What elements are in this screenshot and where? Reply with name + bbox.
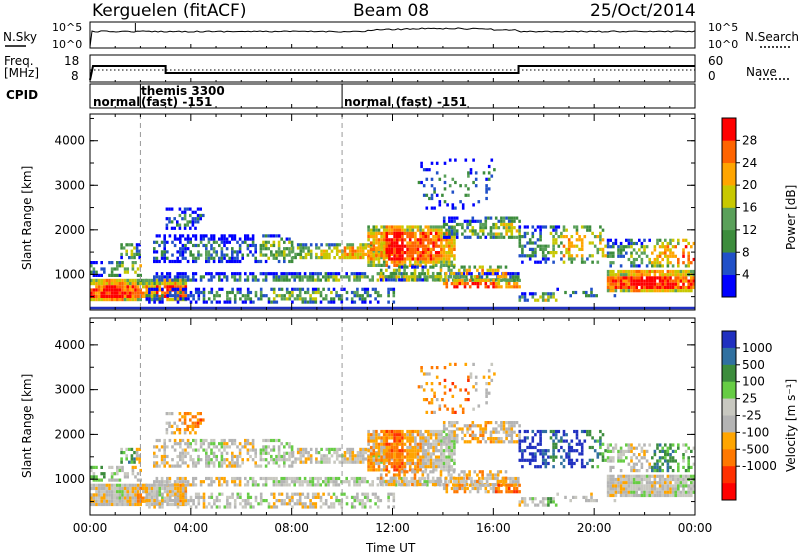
freq-trace: [90, 66, 695, 80]
x-tick-label: 16:00: [476, 521, 511, 535]
power-colorbar-cell: [722, 118, 736, 141]
y-tick-label: 2000: [54, 427, 85, 441]
velocity-colorbar-cell: [722, 348, 736, 365]
velocity-colorbar-cell: [722, 449, 736, 466]
velocity-colorbar-tick-label: -100: [742, 425, 769, 439]
power-colorbar-tick-label: 16: [742, 201, 757, 215]
velocity-colorbar-tick-label: 25: [742, 392, 757, 406]
velocity-colorbar-tick-label: -25: [742, 409, 762, 423]
y-tick-label: 3000: [54, 383, 85, 397]
x-tick-label: 00:00: [678, 521, 713, 535]
power-colorbar-cell: [722, 230, 736, 253]
velocity-colorbar-cell: [722, 365, 736, 382]
power-colorbar-cell: [722, 208, 736, 231]
x-tick-label: 04:00: [174, 521, 209, 535]
x-tick-label: 12:00: [375, 521, 410, 535]
y-tick-label: 1000: [54, 472, 85, 486]
velocity-colorbar-tick-label: 100: [742, 375, 765, 389]
velocity-colorbar-cell: [722, 483, 736, 500]
velocity-colorbar-tick-label: -1000: [742, 459, 777, 473]
velocity-colorbar-cell: [722, 382, 736, 399]
power-colorbar-cell: [722, 275, 736, 298]
y-tick-label: 2000: [54, 223, 85, 237]
velocity-colorbar-tick-label: 500: [742, 358, 765, 372]
power-colorbar-tick-label: 8: [742, 245, 750, 259]
power-colorbar-tick-label: 20: [742, 178, 757, 192]
y-tick-label: 4000: [54, 134, 85, 148]
power-colorbar-cell: [722, 140, 736, 163]
power-colorbar-tick-label: 4: [742, 268, 750, 282]
velocity-colorbar-cell: [722, 331, 736, 348]
velocity-colorbar-tick-label: -500: [742, 442, 769, 456]
power-colorbar-tick-label: 12: [742, 223, 757, 237]
velocity-colorbar-cell: [722, 416, 736, 433]
power-colorbar-cell: [722, 163, 736, 186]
velocity-colorbar-cell: [722, 466, 736, 483]
y-tick-label: 3000: [54, 178, 85, 192]
x-tick-label: 08:00: [274, 521, 309, 535]
x-tick-label: 20:00: [577, 521, 612, 535]
velocity-colorbar-tick-label: 1000: [742, 341, 773, 355]
power-colorbar-cell: [722, 185, 736, 208]
power-colorbar-tick-label: 24: [742, 156, 757, 170]
x-tick-label: 00:00: [73, 521, 108, 535]
power-colorbar-tick-label: 28: [742, 133, 757, 147]
y-tick-label: 1000: [54, 267, 85, 281]
velocity-colorbar-cell: [722, 399, 736, 416]
velocity-colorbar-cell: [722, 432, 736, 449]
y-tick-label: 4000: [54, 338, 85, 352]
power-colorbar-cell: [722, 252, 736, 275]
freq-panel-frame: [90, 55, 695, 82]
